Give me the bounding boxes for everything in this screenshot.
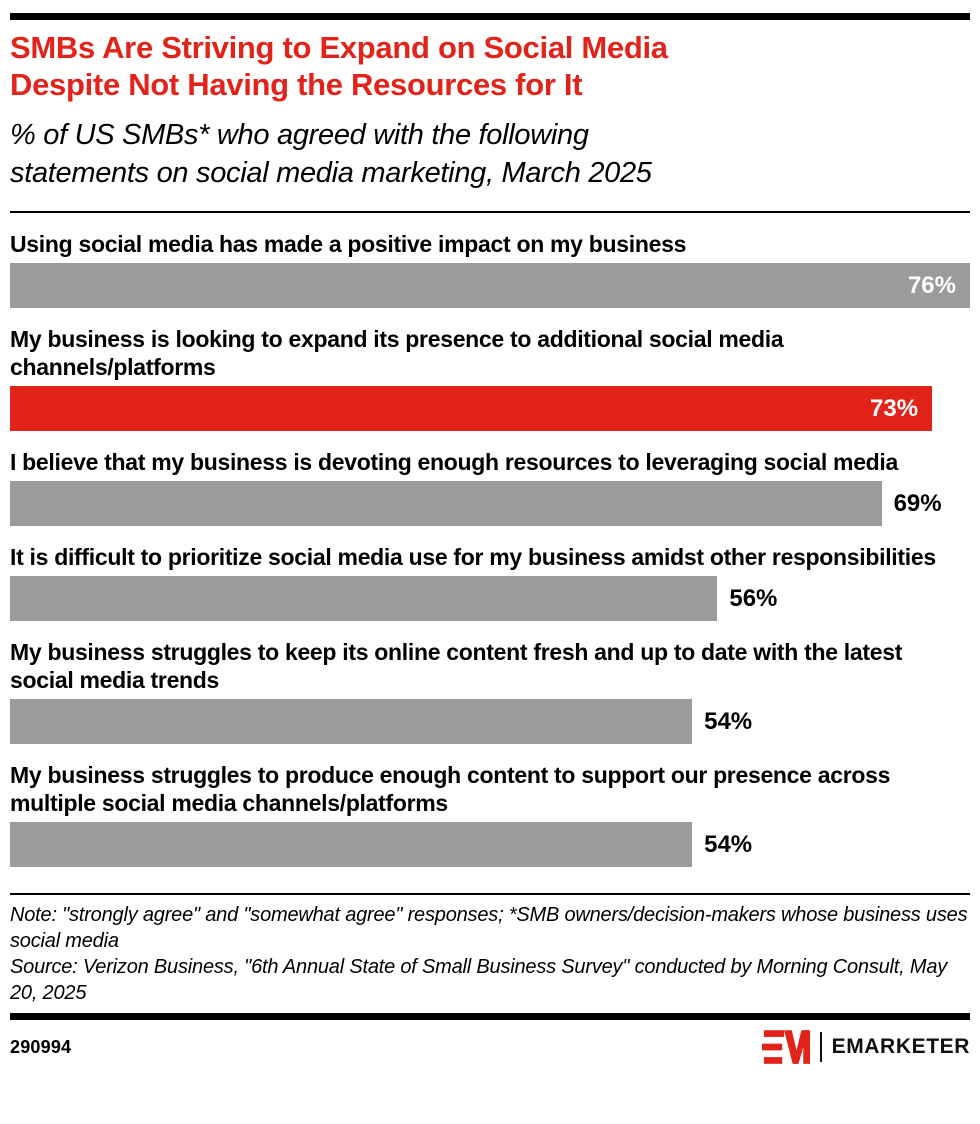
chart-subtitle-line-1: % of US SMBs* who agreed with the follow… [10,119,589,151]
chart-title: SMBs Are Striving to Expand on Social Me… [10,29,970,103]
bar-value: 54% [704,830,753,858]
top-rule [10,13,970,20]
bar-value: 73% [870,394,919,422]
chart-subtitle-line-2: statements on social media marketing, Ma… [10,157,652,189]
chart-title-line-1: SMBs Are Striving to Expand on Social Me… [10,30,668,65]
bar-track: 69% [10,481,970,526]
chart-id: 290994 [10,1036,72,1057]
header-rule [10,211,970,213]
footer-rule-thin [10,893,970,895]
bar: 56% [10,576,777,621]
footer-bar: 290994 EMARKETER [10,1029,970,1065]
brand-wordmark: EMARKETER [831,1035,970,1058]
bar-category-label: My business is looking to expand its pre… [10,326,784,380]
bar-value: 54% [704,707,753,735]
bar-category-label: Using social media has made a positive i… [10,231,687,257]
brand-logo: EMARKETER [761,1029,970,1065]
bar: 69% [10,481,942,526]
bar-value: 56% [729,584,778,612]
bar-track: 54% [10,699,970,744]
note-text: Note: "strongly agree" and "somewhat agr… [10,904,968,952]
bar-value: 69% [893,489,942,517]
bar-category-label: My business struggles to keep its online… [10,639,903,693]
bar: 54% [10,699,752,744]
bar-track: 54% [10,822,970,867]
footer-rule-thick [10,1013,970,1020]
bar-track: 76% [10,263,970,308]
chart-row: My business is looking to expand its pre… [10,325,970,431]
emarketer-logo-icon [761,1029,810,1064]
footnotes: Note: "strongly agree" and "somewhat agr… [10,902,970,1006]
chart-row: It is difficult to prioritize social med… [10,543,970,621]
bar: 76% [10,263,970,308]
bar-category-label: It is difficult to prioritize social med… [10,544,936,570]
bar-chart: Using social media has made a positive i… [10,230,970,867]
source-text: Source: Verizon Business, "6th Annual St… [10,956,948,1004]
bar-track: 56% [10,576,970,621]
chart-row: My business struggles to keep its online… [10,638,970,744]
chart-row: I believe that my business is devoting e… [10,448,970,526]
bar-track: 73% [10,386,970,431]
bar: 73% [10,386,933,431]
chart-title-line-2: Despite Not Having the Resources for It [10,67,583,102]
chart-row: My business struggles to produce enough … [10,761,970,867]
chart-row: Using social media has made a positive i… [10,230,970,308]
bar: 54% [10,822,752,867]
bar-category-label: I believe that my business is devoting e… [10,449,899,475]
bar-category-label: My business struggles to produce enough … [10,762,891,816]
brand-divider [819,1032,822,1062]
chart-subtitle: % of US SMBs* who agreed with the follow… [10,116,970,192]
bar-value: 76% [907,271,956,299]
